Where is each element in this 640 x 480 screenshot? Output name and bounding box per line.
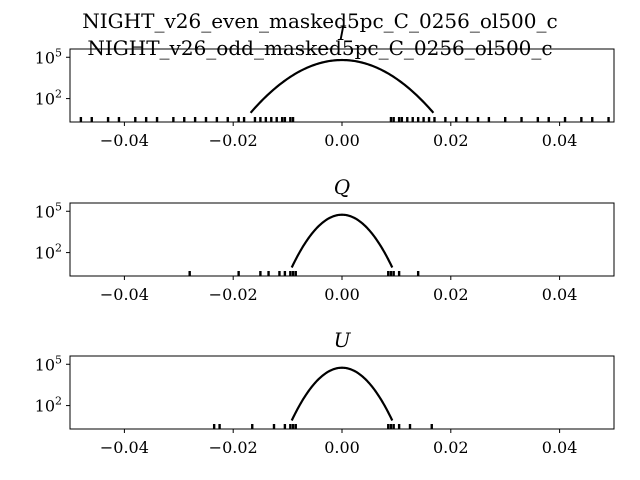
x-tick-label: 0.02 [433, 131, 469, 150]
axes-frame-u [69, 355, 615, 430]
x-tick-label: 0.00 [324, 438, 360, 457]
data-layer-i [79, 58, 610, 122]
x-tick-label: −0.02 [209, 285, 258, 304]
panel-title-u: U [334, 328, 352, 352]
data-layer-q [188, 213, 420, 276]
axes-frame-i [69, 48, 615, 123]
x-tick-label: −0.02 [209, 131, 258, 150]
figure-title-line2: NIGHT_v26_odd_masked5pc_C_0256_ol500_c [87, 36, 552, 60]
data-layer-u [212, 366, 433, 429]
x-tick-label: 0.00 [324, 131, 360, 150]
x-tick-label: 0.04 [542, 438, 578, 457]
x-tick-label: 0.00 [324, 285, 360, 304]
panel-i: I −0.04 −0.02 0.00 0.02 0.04 105 102 [35, 21, 615, 150]
y-tick-label: 102 [35, 395, 62, 416]
y-tick-label: 105 [35, 46, 62, 67]
histogram-curve-u [290, 366, 394, 421]
figure-title-line1: NIGHT_v26_even_masked5pc_C_0256_ol500_c [82, 9, 557, 33]
y-tick-label: 102 [35, 242, 62, 263]
x-tick-label: −0.04 [100, 131, 149, 150]
x-tick-label: 0.04 [542, 131, 578, 150]
panel-title-i: I [337, 21, 347, 45]
panel-title-q: Q [334, 175, 350, 199]
y-tick-label: 105 [35, 353, 62, 374]
panel-q: Q −0.04 −0.02 0.00 0.02 0.04 105 102 [35, 175, 615, 304]
x-tick-label: 0.02 [433, 285, 469, 304]
y-tick-label: 105 [35, 200, 62, 221]
x-tick-label: 0.04 [542, 285, 578, 304]
x-tick-label: −0.02 [209, 438, 258, 457]
x-tick-label: −0.04 [100, 285, 149, 304]
y-tick-label: 102 [35, 88, 62, 109]
histogram-curve-i [249, 58, 435, 114]
x-tick-label: −0.04 [100, 438, 149, 457]
histogram-curve-q [290, 213, 394, 268]
panel-u: U −0.04 −0.02 0.00 0.02 0.04 105 102 [35, 328, 615, 457]
subplots: I −0.04 −0.02 0.00 0.02 0.04 105 102 Q −0.04 −0.02… [35, 21, 615, 457]
axes-frame-q [69, 202, 615, 277]
x-tick-label: 0.02 [433, 438, 469, 457]
